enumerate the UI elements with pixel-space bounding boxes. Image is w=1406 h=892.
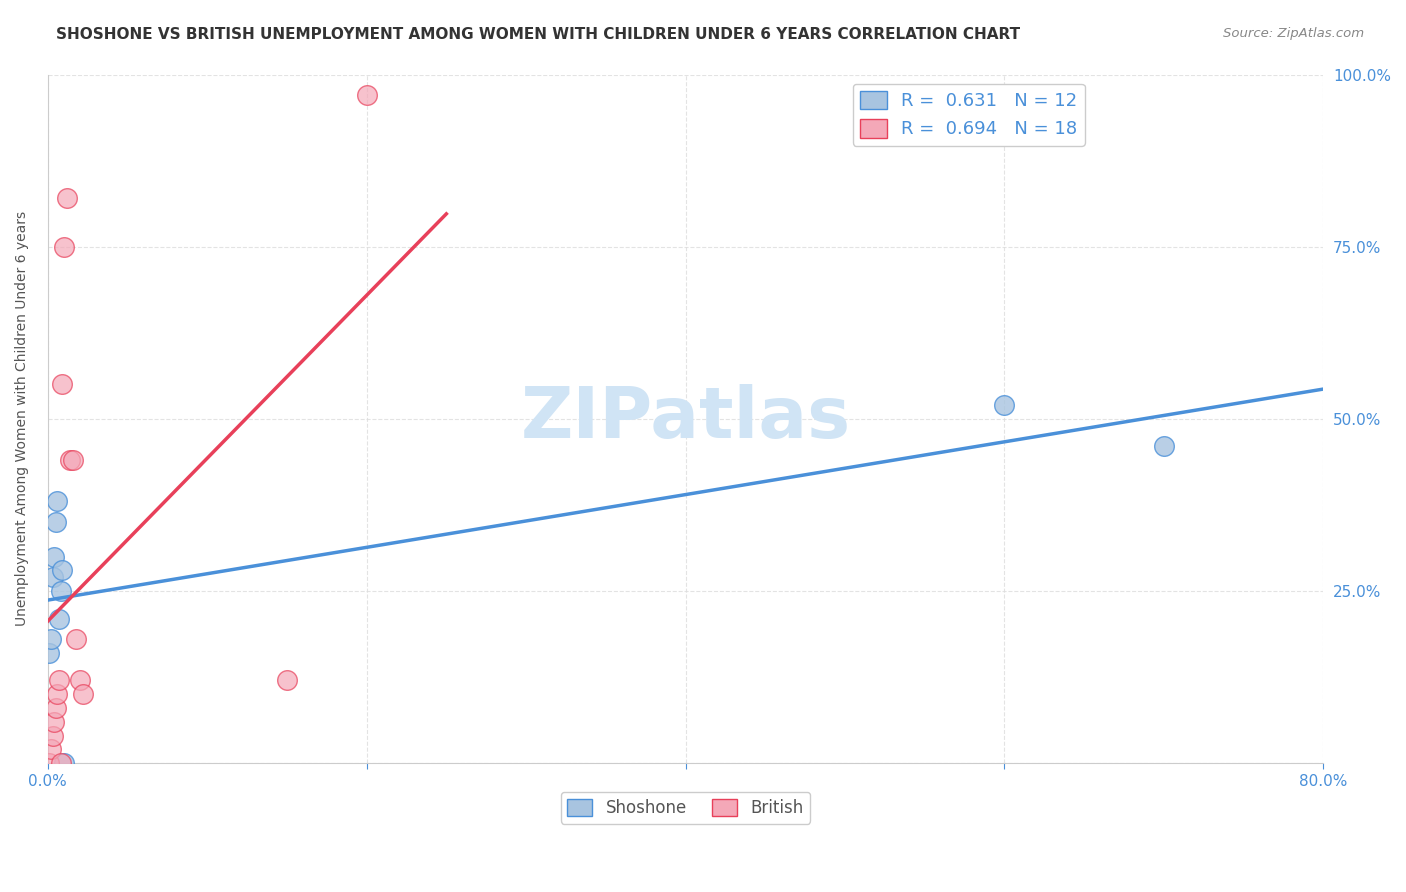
Point <box>42 714 65 729</box>
Point <box>38 646 60 660</box>
Point <box>276 673 298 688</box>
Point <box>52 756 75 771</box>
Text: SHOSHONE VS BRITISH UNEMPLOYMENT AMONG WOMEN WITH CHILDREN UNDER 6 YEARS CORRELA: SHOSHONE VS BRITISH UNEMPLOYMENT AMONG W… <box>56 27 1021 42</box>
Point <box>51 377 73 392</box>
Text: Source: ZipAtlas.com: Source: ZipAtlas.com <box>1223 27 1364 40</box>
Point <box>993 398 1015 412</box>
Point <box>41 570 63 584</box>
Point <box>356 88 378 103</box>
Point <box>56 191 79 205</box>
Point <box>49 756 72 771</box>
Point <box>46 687 69 701</box>
Point <box>39 632 62 647</box>
Point <box>45 701 67 715</box>
Point <box>62 453 84 467</box>
Point <box>41 729 63 743</box>
Point <box>1153 439 1175 453</box>
Point <box>65 632 87 647</box>
Point <box>45 515 67 529</box>
Text: ZIPatlas: ZIPatlas <box>520 384 851 453</box>
Point <box>48 611 70 625</box>
Legend: Shoshone, British: Shoshone, British <box>561 792 810 823</box>
Point <box>49 584 72 599</box>
Point <box>38 756 60 771</box>
Point <box>39 742 62 756</box>
Point <box>48 673 70 688</box>
Point <box>42 549 65 564</box>
Point <box>69 673 91 688</box>
Point <box>46 494 69 508</box>
Point <box>59 453 82 467</box>
Point <box>72 687 94 701</box>
Point <box>52 240 75 254</box>
Point <box>51 563 73 577</box>
Y-axis label: Unemployment Among Women with Children Under 6 years: Unemployment Among Women with Children U… <box>15 211 30 626</box>
